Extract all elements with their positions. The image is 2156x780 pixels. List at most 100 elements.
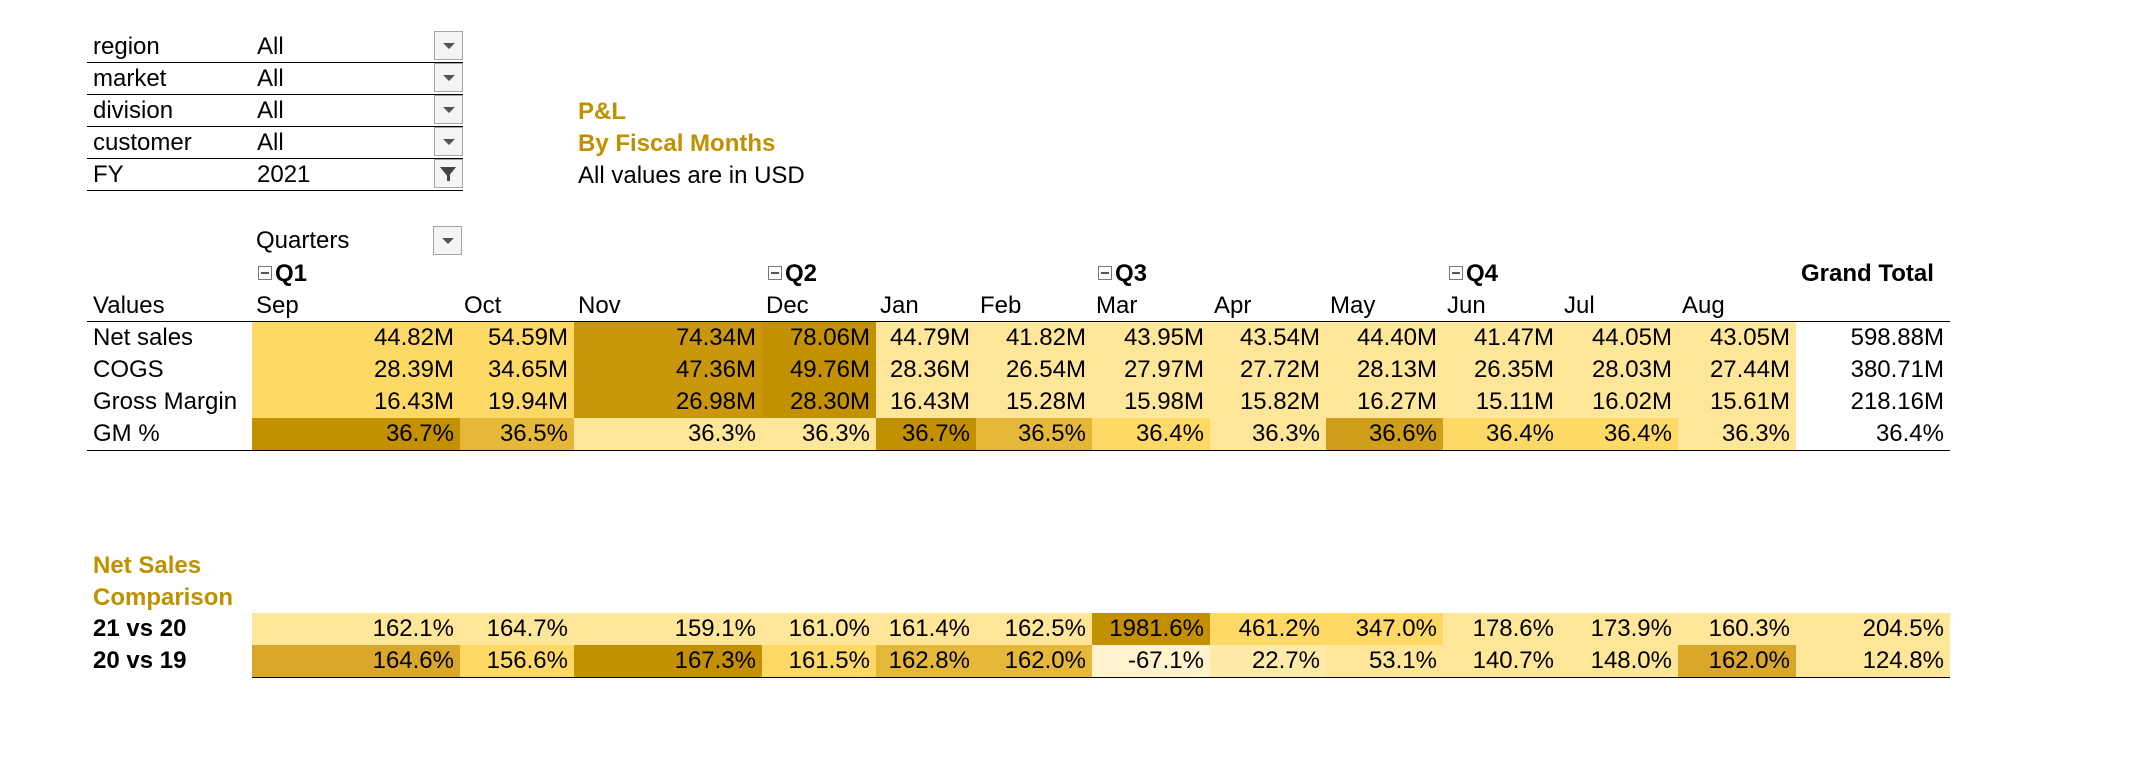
comparison-title: Net Sales <box>93 552 202 579</box>
table-cell: 28.39M <box>252 354 460 386</box>
table-cell: 74.34M <box>574 322 762 354</box>
table-cell: 461.2% <box>1210 613 1326 645</box>
row-label: Gross Margin <box>93 388 238 415</box>
comparison-row-label: 21 vs 20 <box>93 615 187 642</box>
table-cell: 47.36M <box>574 354 762 386</box>
filter-value: All <box>257 33 284 60</box>
filter-dropdown-button[interactable] <box>434 63 463 92</box>
grand-total-cell: 380.71M <box>1850 356 1944 383</box>
table-cell: 28.36M <box>876 354 976 386</box>
table-cell: 27.44M <box>1678 354 1796 386</box>
table-cell: 43.54M <box>1210 322 1326 354</box>
table-cell: 41.82M <box>976 322 1092 354</box>
chevron-down-icon <box>443 75 455 81</box>
report-note: All values are in USD <box>578 162 805 189</box>
table-cell: 156.6% <box>460 645 574 677</box>
table-cell: 178.6% <box>1443 613 1560 645</box>
table-cell: 44.79M <box>876 322 976 354</box>
table-cell: 36.4% <box>1092 418 1210 450</box>
table-cell: 26.35M <box>1443 354 1560 386</box>
row-label: COGS <box>93 356 164 383</box>
month-header-jan: Jan <box>880 292 919 319</box>
report-title: P&L <box>578 98 626 125</box>
chevron-down-icon <box>442 238 454 244</box>
table-cell: 1981.6% <box>1092 613 1210 645</box>
table-cell: 347.0% <box>1326 613 1443 645</box>
table-cell: 44.40M <box>1326 322 1443 354</box>
table-cell: 26.54M <box>976 354 1092 386</box>
table-cell: 49.76M <box>762 354 876 386</box>
grand-total-cell: 218.16M <box>1850 388 1944 415</box>
chevron-down-icon <box>443 107 455 113</box>
filter-label: division <box>93 97 174 124</box>
month-header-nov: Nov <box>578 292 621 319</box>
row-label: Net sales <box>93 324 194 351</box>
quarter-header-q2[interactable]: Q2 <box>768 258 817 290</box>
table-cell: 27.72M <box>1210 354 1326 386</box>
table-cell: 15.82M <box>1210 386 1326 418</box>
table-cell: 54.59M <box>460 322 574 354</box>
table-cell: 44.05M <box>1560 322 1678 354</box>
collapse-icon[interactable] <box>768 265 782 280</box>
quarter-label: Q2 <box>785 260 818 287</box>
quarter-label: Q3 <box>1115 260 1148 287</box>
filter-row-customer: customer All <box>87 126 463 159</box>
table-cell: 15.11M <box>1443 386 1560 418</box>
filter-funnel-icon <box>440 167 456 177</box>
table-cell: 36.4% <box>1560 418 1678 450</box>
header-underline <box>87 321 1950 322</box>
quarter-header-q3[interactable]: Q3 <box>1098 258 1147 290</box>
collapse-icon[interactable] <box>1098 265 1112 280</box>
quarters-dropdown-button[interactable] <box>433 226 462 255</box>
chevron-down-icon <box>443 43 455 49</box>
comparison-total-cell: 204.5% <box>1796 613 1950 645</box>
filter-row-region: region All <box>87 30 463 63</box>
table-cell: 16.27M <box>1326 386 1443 418</box>
report-subtitle: By Fiscal Months <box>578 130 776 157</box>
filter-dropdown-active-button[interactable] <box>434 159 463 188</box>
table-cell: 140.7% <box>1443 645 1560 677</box>
table-bottom-border <box>87 450 1950 451</box>
table-cell: 43.95M <box>1092 322 1210 354</box>
collapse-icon[interactable] <box>1449 265 1463 280</box>
comparison-row-label: 20 vs 19 <box>93 647 187 674</box>
filter-value: All <box>257 65 284 92</box>
grand-total-cell: 36.4% <box>1875 420 1944 447</box>
table-cell: 36.4% <box>1443 418 1560 450</box>
table-cell: 34.65M <box>460 354 574 386</box>
filter-dropdown-button[interactable] <box>434 127 463 156</box>
row-label: GM % <box>93 420 160 447</box>
table-cell: 15.98M <box>1092 386 1210 418</box>
filter-label: FY <box>93 161 124 188</box>
values-label: Values <box>93 292 165 319</box>
quarter-label: Q1 <box>275 260 308 287</box>
table-cell: 161.0% <box>762 613 876 645</box>
month-header-apr: Apr <box>1214 292 1252 319</box>
table-cell: 36.3% <box>574 418 762 450</box>
table-cell: 27.97M <box>1092 354 1210 386</box>
grand-total-cell: 598.88M <box>1850 324 1944 351</box>
table-cell: 36.5% <box>976 418 1092 450</box>
table-cell: 26.98M <box>574 386 762 418</box>
filter-dropdown-button[interactable] <box>434 31 463 60</box>
chevron-down-icon <box>443 139 455 145</box>
collapse-icon[interactable] <box>258 265 272 280</box>
quarter-header-q4[interactable]: Q4 <box>1449 258 1498 290</box>
table-cell: 164.6% <box>252 645 460 677</box>
month-header-aug: Aug <box>1682 292 1725 319</box>
filter-dropdown-button[interactable] <box>434 95 463 124</box>
filter-value: 2021 <box>257 161 311 188</box>
table-cell: 161.4% <box>876 613 976 645</box>
filter-label: market <box>93 65 167 92</box>
grand-total-header: Grand Total <box>1801 260 1934 287</box>
quarter-label: Q4 <box>1466 260 1499 287</box>
quarter-header-q1[interactable]: Q1 <box>258 258 307 290</box>
filter-label: region <box>93 33 160 60</box>
table-cell: 44.82M <box>252 322 460 354</box>
filter-value: All <box>257 97 284 124</box>
comparison-subtitle: Comparison <box>93 584 234 611</box>
month-header-dec: Dec <box>766 292 809 319</box>
filter-funnel-stem <box>447 175 450 181</box>
table-cell: 36.3% <box>1210 418 1326 450</box>
comparison-total-cell: 124.8% <box>1796 645 1950 677</box>
